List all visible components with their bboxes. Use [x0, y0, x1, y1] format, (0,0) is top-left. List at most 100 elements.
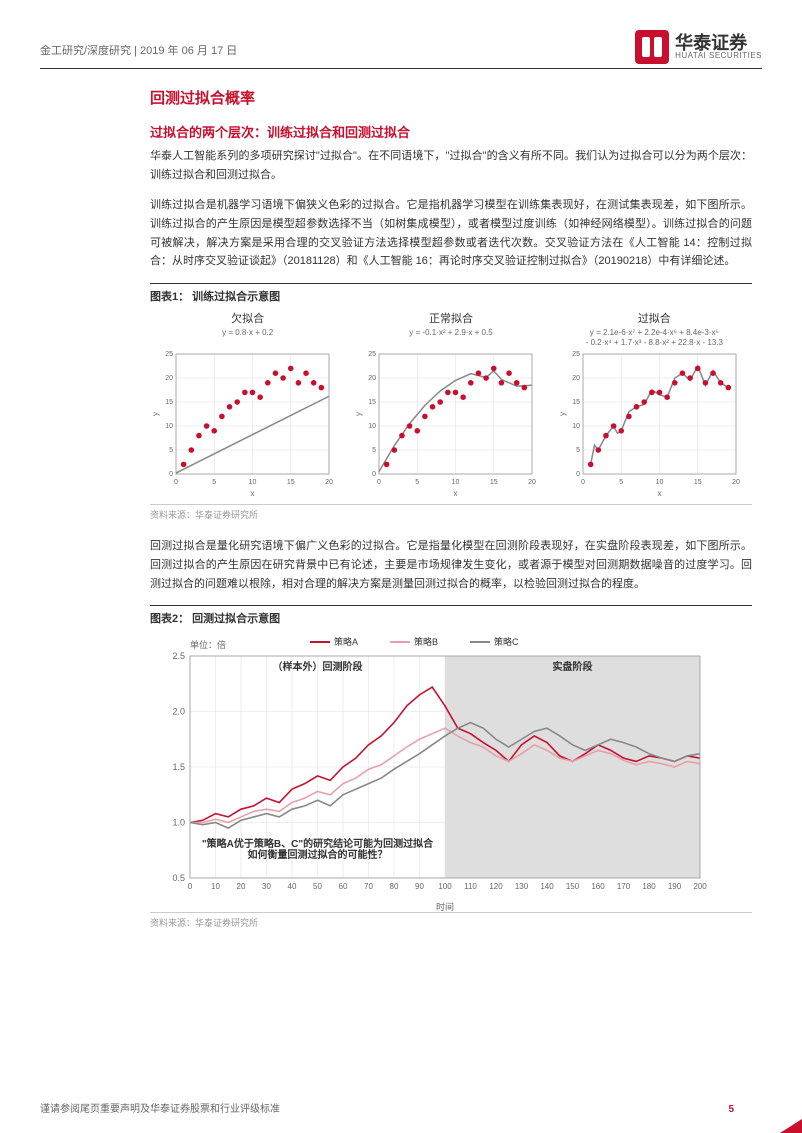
svg-text:（样本外）回测阶段: （样本外）回测阶段: [273, 660, 363, 673]
svg-text:90: 90: [415, 882, 424, 891]
svg-text:0: 0: [188, 882, 193, 891]
svg-text:如何衡量回测过拟合的可能性？: 如何衡量回测过拟合的可能性？: [248, 848, 388, 861]
svg-text:190: 190: [668, 882, 682, 891]
svg-text:20: 20: [572, 375, 580, 382]
svg-text:2.0: 2.0: [172, 707, 185, 717]
svg-text:1.0: 1.0: [172, 818, 185, 828]
svg-text:120: 120: [489, 882, 503, 891]
svg-text:15: 15: [287, 479, 295, 486]
svg-text:时间: 时间: [436, 901, 454, 912]
svg-text:50: 50: [313, 882, 322, 891]
svg-text:20: 20: [237, 882, 246, 891]
svg-text:5: 5: [372, 447, 376, 454]
scatter-chart: 0 5 10 15 20 0 5 10 15 20 25 x y: [150, 350, 335, 500]
paragraph-2: 训练过拟合是机器学习语境下偏狭义色彩的过拟合。它是指机器学习模型在训练集表现好，…: [150, 196, 752, 271]
svg-text:10: 10: [572, 423, 580, 430]
panel-title: 正常拟合: [353, 310, 548, 326]
page-number: 5: [728, 1104, 734, 1115]
svg-text:80: 80: [390, 882, 399, 891]
svg-text:10: 10: [655, 479, 663, 486]
svg-text:y: y: [151, 412, 160, 416]
page-footer: 谨请参阅尾页重要声明及华泰证券股票和行业评级标准 5: [40, 1100, 762, 1115]
svg-text:策略B: 策略B: [414, 636, 438, 647]
svg-text:20: 20: [732, 479, 740, 486]
svg-text:60: 60: [339, 882, 348, 891]
svg-text:15: 15: [369, 399, 377, 406]
svg-text:5: 5: [576, 447, 580, 454]
svg-text:x: x: [657, 489, 661, 498]
svg-text:10: 10: [249, 479, 257, 486]
svg-text:15: 15: [490, 479, 498, 486]
svg-text:2.5: 2.5: [172, 651, 185, 661]
svg-text:0.5: 0.5: [172, 873, 185, 883]
figure2-title: 图表2： 回测过拟合示意图: [150, 605, 752, 626]
breadcrumb: 金工研究/深度研究 | 2019 年 06 月 17 日: [40, 30, 237, 58]
svg-text:25: 25: [369, 351, 377, 358]
scatter-chart: 051015200510152025xy: [353, 350, 538, 500]
page-header: 金工研究/深度研究 | 2019 年 06 月 17 日 华泰证券 HUATAI…: [40, 30, 762, 69]
svg-text:0: 0: [377, 479, 381, 486]
svg-text:15: 15: [572, 399, 580, 406]
figure2-source: 资料来源：华泰证券研究所: [150, 912, 752, 929]
svg-text:x: x: [251, 489, 255, 498]
figure1-title: 图表1： 训练过拟合示意图: [150, 283, 752, 304]
svg-text:10: 10: [211, 882, 220, 891]
svg-text:150: 150: [566, 882, 580, 891]
scatter-chart: 051015200510152025xy: [557, 350, 742, 500]
svg-text:5: 5: [416, 479, 420, 486]
svg-text:实盘阶段: 实盘阶段: [553, 660, 593, 673]
svg-text:180: 180: [642, 882, 656, 891]
svg-text:单位：倍: 单位：倍: [190, 639, 226, 650]
svg-text:10: 10: [452, 479, 460, 486]
svg-text:20: 20: [325, 479, 333, 486]
svg-text:y: y: [558, 412, 567, 416]
svg-text:0: 0: [372, 471, 376, 478]
svg-text:0: 0: [581, 479, 585, 486]
svg-text:15: 15: [165, 399, 173, 406]
svg-text:170: 170: [617, 882, 631, 891]
panel-title: 欠拟合: [150, 310, 345, 326]
svg-text:策略A: 策略A: [334, 636, 358, 647]
svg-text:40: 40: [288, 882, 297, 891]
brand-logo: 华泰证券 HUATAI SECURITIES: [635, 30, 762, 64]
svg-text:5: 5: [212, 479, 216, 486]
figure1-source: 资料来源：华泰证券研究所: [150, 504, 752, 521]
svg-text:130: 130: [515, 882, 529, 891]
corner-decoration: [780, 1119, 802, 1133]
svg-text:1.5: 1.5: [172, 762, 185, 772]
section-title: 回测过拟合概率: [150, 87, 752, 108]
svg-text:5: 5: [169, 447, 173, 454]
svg-text:20: 20: [165, 375, 173, 382]
panel-equation: y = 2.1e-6·x⁷ + 2.2e-4·x⁶ + 8.4e-3·x⁵- 0…: [557, 328, 752, 350]
svg-text:策略C: 策略C: [494, 636, 519, 647]
svg-text:10: 10: [165, 423, 173, 430]
svg-text:x: x: [454, 489, 458, 498]
svg-text:110: 110: [464, 882, 477, 891]
brand-name-cn: 华泰证券: [675, 34, 762, 52]
panel-equation: y = -0.1·x² + 2.9·x + 0.5: [353, 328, 548, 350]
svg-text:20: 20: [528, 479, 536, 486]
svg-text:0: 0: [174, 479, 178, 486]
panel-equation: y = 0.8·x + 0.2: [150, 328, 345, 350]
strategy-line-chart: 0.5 1.0 1.5 2.0 2.5 0 10 20 30 40 50 60 70 80 90 100 110…: [150, 632, 710, 912]
figure1-charts: 欠拟合 y = 0.8·x + 0.2 0 5 10 15 20 0 5 10 15 20 25 x y 正…: [150, 310, 752, 500]
panel-title: 过拟合: [557, 310, 752, 326]
svg-text:140: 140: [540, 882, 554, 891]
svg-text:100: 100: [438, 882, 452, 891]
svg-text:70: 70: [364, 882, 373, 891]
svg-text:10: 10: [369, 423, 377, 430]
brand-name-en: HUATAI SECURITIES: [675, 52, 762, 60]
svg-text:0: 0: [576, 471, 580, 478]
svg-text:30: 30: [262, 882, 271, 891]
svg-text:20: 20: [369, 375, 377, 382]
svg-text:0: 0: [169, 471, 173, 478]
svg-text:25: 25: [165, 351, 173, 358]
svg-text:160: 160: [591, 882, 605, 891]
paragraph-1: 华泰人工智能系列的多项研究探讨"过拟合"。在不同语境下，"过拟合"的含义有所不同…: [150, 147, 752, 184]
figure2-chart: 0.5 1.0 1.5 2.0 2.5 0 10 20 30 40 50 60 70 80 90 100 110…: [150, 632, 752, 912]
svg-text:15: 15: [694, 479, 702, 486]
svg-text:200: 200: [693, 882, 707, 891]
paragraph-3: 回测过拟合是量化研究语境下偏广义色彩的过拟合。它是指量化模型在回测阶段表现好，在…: [150, 537, 752, 593]
svg-text:25: 25: [572, 351, 580, 358]
svg-text:"策略A优于策略B、C"的研究结论可能为回测过拟合: "策略A优于策略B、C"的研究结论可能为回测过拟合: [202, 837, 434, 850]
